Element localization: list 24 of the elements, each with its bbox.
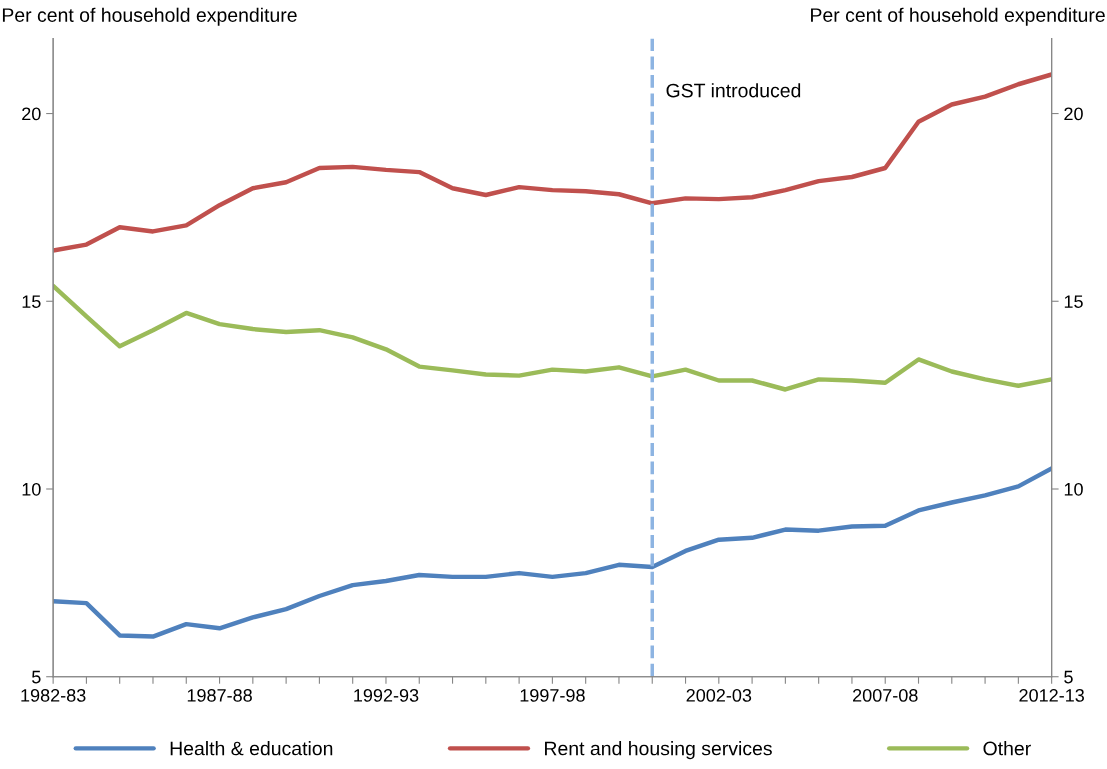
- legend-label: Other: [983, 741, 1031, 756]
- line-series: [53, 283, 1052, 392]
- y-tick-label: 15: [22, 295, 41, 308]
- y2-tick-label: 10: [1064, 482, 1083, 496]
- x-tick-label: 1982-83: [21, 689, 86, 702]
- line-series: [53, 72, 1052, 253]
- y2-tick-label: 5: [1064, 670, 1073, 684]
- x-tick-label: 1992-93: [354, 689, 419, 702]
- y-tick-label: 5: [32, 670, 41, 684]
- legend-label: Rent and housing services: [545, 741, 772, 760]
- y-tick-label: 10: [22, 482, 41, 496]
- x-tick-label: 2007-08: [853, 689, 918, 702]
- y2-tick-label: 20: [1064, 107, 1083, 121]
- x-tick-label: 2002-03: [686, 689, 752, 702]
- y-tick-label: 20: [22, 107, 41, 121]
- x-tick-label: 1997-98: [520, 689, 585, 702]
- line-series: [53, 466, 1052, 639]
- x-tick-label: 2012-13: [1019, 689, 1084, 702]
- x-tick-label: 1987-88: [187, 689, 252, 702]
- y-axis-title: Per cent of household expenditure: [2, 7, 297, 26]
- y2-axis-title: Per cent of household expenditure: [811, 7, 1105, 26]
- legend-label: Health & education: [170, 741, 333, 756]
- annotation: GST introduced: [666, 83, 801, 98]
- y2-tick-label: 15: [1064, 295, 1083, 308]
